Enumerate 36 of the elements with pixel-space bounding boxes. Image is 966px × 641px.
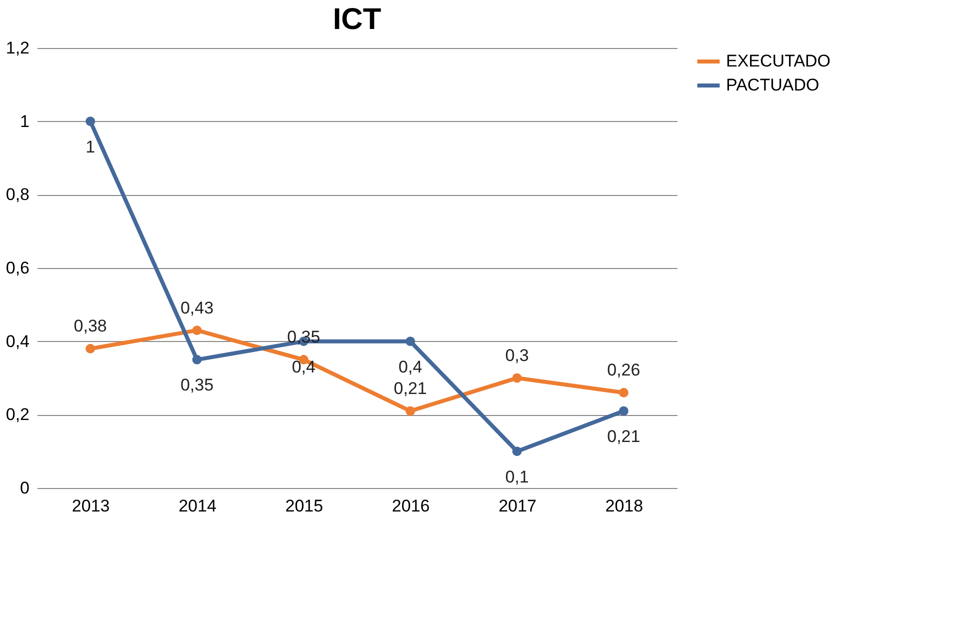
y-tick-label: 0,4 xyxy=(6,332,30,351)
y-tick-label: 0,2 xyxy=(6,405,30,424)
x-tick-label: 2017 xyxy=(498,496,536,516)
data-label: 0,38 xyxy=(74,316,107,336)
data-label: 0,21 xyxy=(607,427,640,446)
y-tick-label: 0,8 xyxy=(6,185,30,204)
point xyxy=(192,354,202,364)
y-tick-label: 0,6 xyxy=(6,258,30,278)
point xyxy=(512,446,522,456)
chart-title: ICT xyxy=(332,3,382,36)
legend-label: EXECUTADO xyxy=(726,52,831,70)
data-label: 0,43 xyxy=(180,298,214,318)
y-tick-label: 1 xyxy=(20,112,30,131)
legend-label: PACTUADO xyxy=(726,76,820,94)
x-tick-label: 2013 xyxy=(72,496,110,516)
data-label: 0,4 xyxy=(398,357,422,376)
data-label: 1 xyxy=(86,137,96,156)
x-tick-label: 2018 xyxy=(605,496,644,516)
data-label: 0,26 xyxy=(607,360,640,380)
data-label: 0,1 xyxy=(505,467,529,486)
x-tick-label: 2014 xyxy=(178,496,216,516)
y-tick-label: 1,2 xyxy=(6,38,30,58)
data-label: 0,3 xyxy=(505,346,529,365)
point xyxy=(618,388,628,398)
point xyxy=(86,116,96,126)
data-label: 0,35 xyxy=(180,376,214,395)
point xyxy=(86,344,96,354)
point xyxy=(618,406,628,416)
point xyxy=(192,326,202,336)
point xyxy=(406,336,416,346)
x-tick-label: 2015 xyxy=(285,496,324,516)
x-tick-label: 2016 xyxy=(392,496,430,516)
y-tick-label: 0 xyxy=(20,478,30,498)
point xyxy=(512,373,522,383)
data-label: 0,21 xyxy=(394,379,427,398)
point xyxy=(406,406,416,416)
